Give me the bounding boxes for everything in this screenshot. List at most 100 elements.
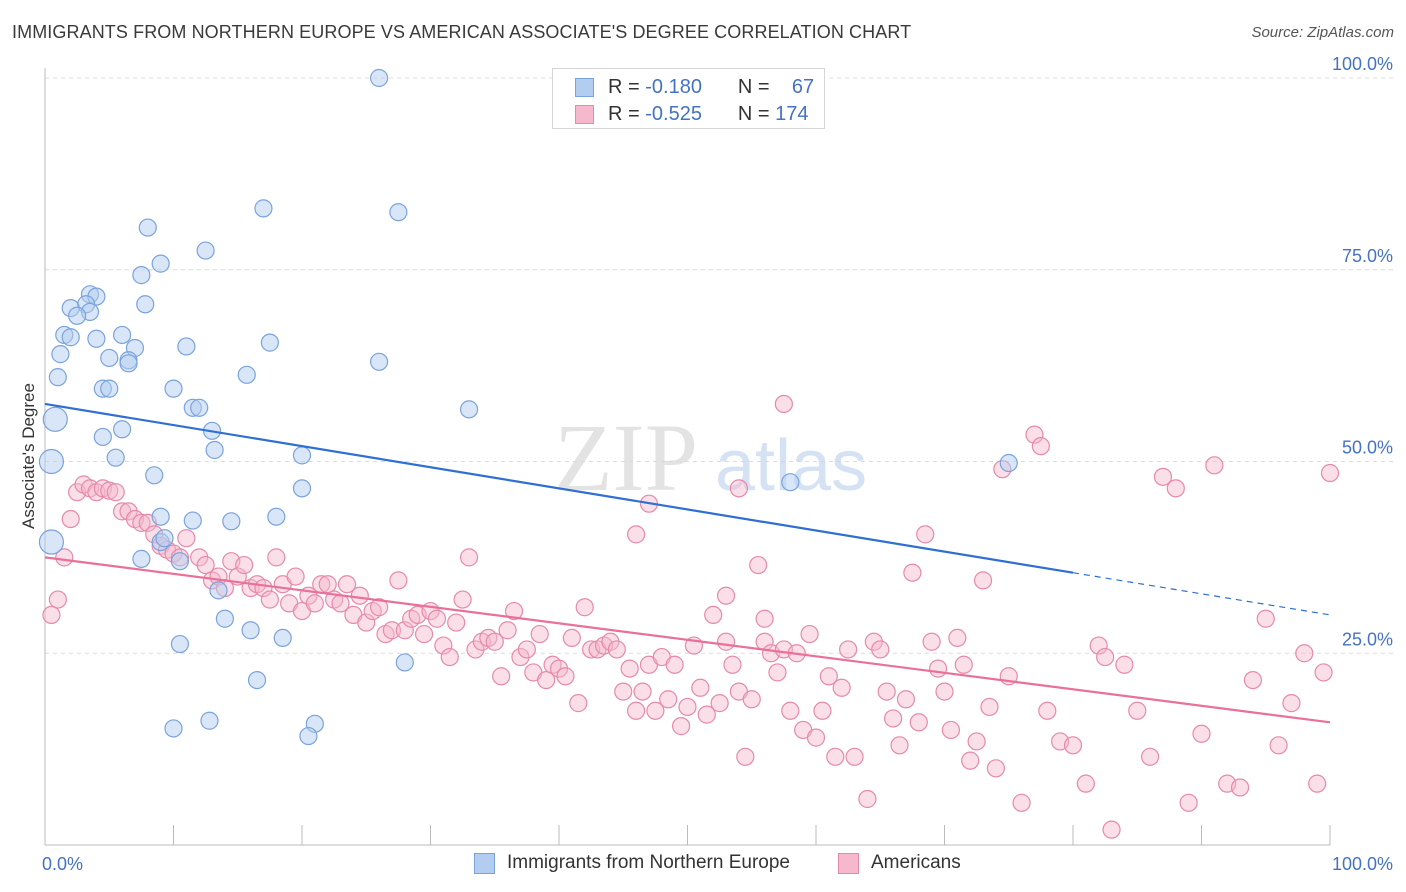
trend-lines — [44, 402, 1331, 724]
data-point-american — [826, 747, 845, 766]
data-point-immigrant — [215, 609, 234, 628]
data-point-immigrant — [241, 621, 260, 640]
data-point-american — [1063, 736, 1083, 755]
y-axis-label: Associate's Degree — [19, 383, 38, 529]
data-point-american — [395, 621, 414, 640]
data-point-american — [1038, 701, 1057, 720]
data-point-immigrant — [999, 453, 1018, 473]
data-point-american — [607, 640, 626, 659]
data-point-immigrant — [237, 365, 256, 384]
data-point-american — [896, 690, 916, 709]
data-point-immigrant — [132, 266, 151, 285]
data-point-american — [517, 640, 536, 659]
data-point-american — [723, 655, 742, 674]
data-point-american — [704, 605, 723, 625]
data-point-american — [729, 479, 749, 498]
data-point-immigrant — [200, 711, 219, 730]
data-point-american — [1076, 774, 1095, 793]
data-point-immigrant — [183, 511, 202, 530]
data-point-immigrant — [145, 466, 164, 485]
data-point-immigrant — [48, 368, 67, 387]
data-point-immigrant — [38, 529, 65, 555]
data-point-american — [967, 732, 986, 751]
data-point-american — [928, 659, 948, 678]
data-point-american — [196, 555, 215, 575]
data-point-immigrant — [299, 726, 318, 746]
data-point-american — [1096, 647, 1115, 667]
data-point-immigrant — [93, 427, 112, 447]
data-point-american — [1166, 479, 1185, 498]
data-point-american — [350, 586, 369, 605]
immigrants-points — [38, 68, 1018, 746]
data-point-american — [492, 667, 511, 686]
data-point-american — [504, 601, 524, 621]
pink-swatch — [575, 104, 594, 124]
data-point-immigrant — [112, 325, 132, 345]
data-point-immigrant — [260, 333, 279, 352]
x-tick-label: 100.0% — [1332, 854, 1393, 874]
data-point-immigrant — [106, 448, 125, 467]
data-point-american — [1192, 724, 1211, 743]
data-point-american — [742, 690, 761, 709]
data-point-american — [1320, 463, 1340, 483]
data-point-american — [1243, 670, 1263, 690]
data-point-american — [1012, 793, 1031, 812]
data-point-immigrant — [247, 670, 267, 690]
data-point-american — [973, 571, 993, 590]
n-value: 174 — [775, 102, 809, 125]
data-point-american — [61, 509, 80, 529]
data-point-immigrant — [292, 446, 312, 465]
data-point-american — [626, 525, 646, 544]
data-point-immigrant — [389, 203, 408, 222]
data-point-immigrant — [222, 512, 241, 531]
data-point-american — [530, 624, 549, 644]
data-point-immigrant — [254, 199, 273, 218]
data-point-american — [177, 529, 196, 548]
data-point-american — [710, 694, 729, 713]
data-point-immigrant — [61, 328, 80, 347]
data-point-american — [575, 598, 594, 617]
data-point-american — [106, 483, 125, 502]
data-point-american — [1128, 701, 1147, 720]
data-point-american — [1295, 644, 1314, 663]
data-point-american — [1269, 736, 1288, 755]
data-point-immigrant — [151, 507, 170, 526]
x-tick-label: 0.0% — [42, 854, 83, 874]
trend-line-immigrants — [44, 402, 1074, 574]
data-point-american — [453, 590, 472, 609]
chart-title: IMMIGRANTS FROM NORTHERN EUROPE VS AMERI… — [12, 22, 912, 42]
data-point-american — [1230, 778, 1250, 797]
data-point-immigrant — [190, 398, 209, 417]
data-point-immigrant — [395, 653, 414, 672]
data-point-american — [716, 586, 736, 605]
data-point-immigrant — [87, 329, 106, 348]
data-point-american — [659, 690, 678, 709]
watermark-zip: ZIP — [554, 404, 698, 511]
data-point-american — [774, 394, 793, 414]
data-point-american — [922, 632, 941, 651]
data-point-immigrant — [155, 529, 174, 548]
data-point-american — [414, 624, 434, 644]
data-point-immigrant — [273, 628, 292, 648]
data-point-american — [819, 667, 838, 686]
data-point-american — [883, 709, 903, 728]
data-point-american — [633, 682, 652, 701]
data-point-american — [1308, 774, 1327, 793]
stats-legend: R = -0.180 N = 67 R = -0.525 N = 174 — [552, 68, 825, 129]
data-point-american — [954, 655, 973, 674]
data-point-immigrant — [138, 218, 157, 237]
data-point-american — [736, 747, 755, 766]
data-point-immigrant — [459, 400, 479, 419]
data-point-american — [678, 697, 697, 717]
data-point-immigrant — [38, 448, 65, 475]
data-point-immigrant — [205, 440, 224, 460]
data-point-immigrant — [209, 581, 228, 600]
data-point-american — [1256, 609, 1275, 628]
data-point-american — [986, 759, 1006, 778]
data-point-american — [768, 663, 787, 682]
data-point-american — [813, 701, 832, 720]
legend-item-immigrants: Immigrants from Northern Europe — [474, 852, 790, 874]
data-point-immigrant — [51, 345, 70, 364]
n-label: N = — [737, 102, 770, 125]
data-point-american — [337, 575, 357, 594]
